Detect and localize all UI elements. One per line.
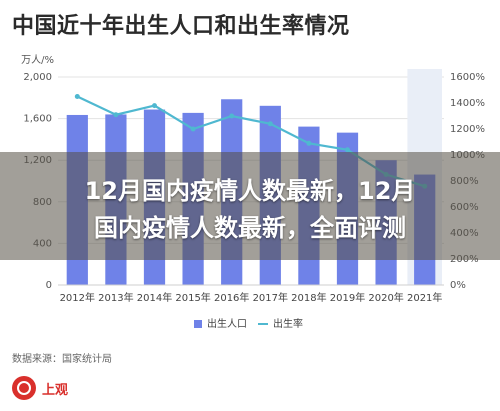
x-tick-label: 2019年 — [330, 291, 365, 304]
line-point — [152, 103, 157, 109]
overlay-banner — [0, 152, 500, 260]
line-point — [190, 126, 196, 132]
line-point — [229, 113, 235, 119]
x-tick-label: 2013年 — [98, 291, 133, 304]
x-tick-label: 2017年 — [253, 291, 288, 304]
y-left-tick-label: 1,600 — [23, 114, 52, 125]
y-right-tick-label: 0% — [450, 280, 466, 291]
line-point — [74, 94, 80, 99]
x-tick-label: 2012年 — [60, 291, 95, 304]
legend: 出生人口 出生率 — [194, 317, 303, 330]
logo-icon — [12, 376, 36, 400]
y-right-tick-label: 1600% — [450, 72, 485, 83]
legend-label-rate: 出生率 — [273, 317, 303, 330]
left-axis-unit: 万人/% — [21, 54, 54, 66]
y-right-tick-label: 1400% — [450, 98, 485, 109]
source-note: 数据来源：国家统计局 — [12, 354, 112, 365]
chart-title: 中国近十年出生人口和出生率情况 — [12, 14, 350, 39]
y-left-tick-label: 2,000 — [23, 72, 52, 83]
x-tick-label: 2015年 — [175, 291, 210, 304]
line-point — [113, 112, 119, 118]
x-tick-label: 2020年 — [368, 291, 403, 304]
x-tick-label: 2014年 — [137, 291, 172, 304]
y-right-tick-label: 1200% — [450, 124, 485, 135]
x-tick-label: 2016年 — [214, 291, 249, 304]
legend-label-births: 出生人口 — [207, 317, 247, 330]
overlay-headline-line-1: 12月国内疫情人数最新，12月 — [84, 177, 416, 205]
line-point — [345, 147, 350, 153]
overlay-headline-line-2: 国内疫情人数最新，全面评测 — [94, 214, 406, 242]
legend-swatch-bar — [194, 320, 202, 328]
line-point — [267, 121, 273, 127]
publisher-logo: 上观 — [12, 376, 68, 400]
y-left-tick-label: 0 — [46, 280, 52, 291]
publisher-name: 上观 — [42, 382, 69, 398]
x-tick-label: 2021年 — [407, 291, 442, 304]
line-point — [306, 140, 312, 146]
x-tick-label: 2018年 — [291, 291, 326, 304]
